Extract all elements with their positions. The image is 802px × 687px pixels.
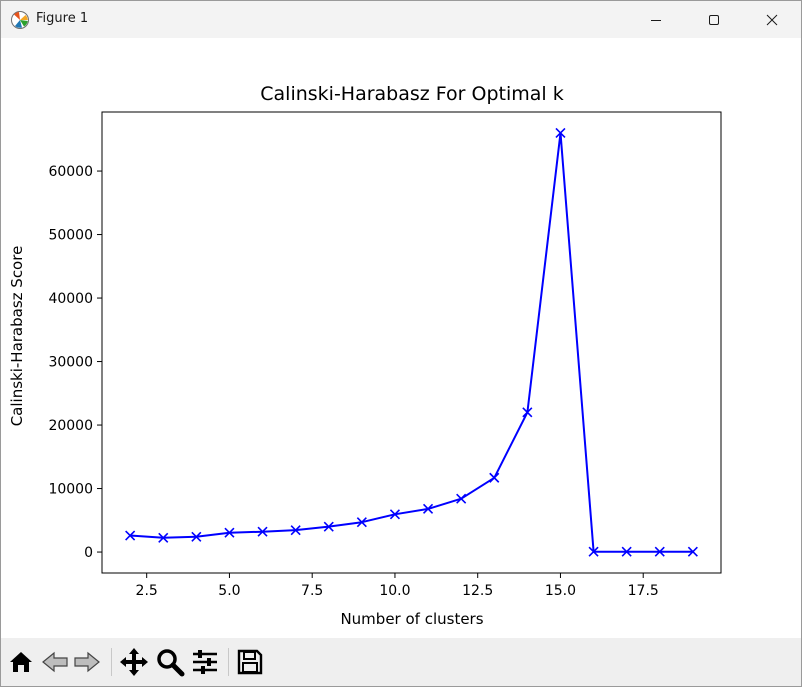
- y-tick-label: 20000: [48, 418, 93, 434]
- title-bar: Figure 1: [1, 1, 801, 38]
- home-button[interactable]: [5, 646, 37, 678]
- data-point-marker: [191, 531, 202, 542]
- data-point-marker: [323, 521, 334, 532]
- x-axis-label: Number of clusters: [340, 610, 483, 628]
- save-icon: [237, 649, 263, 675]
- minimize-icon: [651, 19, 661, 21]
- data-point-marker: [489, 472, 500, 483]
- data-point-marker: [621, 546, 632, 557]
- x-tick-label: 10.0: [379, 583, 410, 599]
- home-icon: [10, 652, 32, 672]
- pan-button[interactable]: [118, 646, 150, 678]
- data-point-marker: [456, 493, 467, 504]
- y-tick-label: 60000: [48, 164, 93, 180]
- x-tick-label: 7.5: [301, 583, 323, 599]
- y-tick-label: 30000: [48, 355, 93, 371]
- navigation-toolbar: [1, 638, 801, 686]
- pan-icon: [120, 648, 148, 676]
- chart-title: Calinski-Harabasz For Optimal k: [260, 83, 564, 105]
- figure-canvas[interactable]: Calinski-Harabasz For Optimal k Number o…: [1, 38, 801, 637]
- forward-button[interactable]: [71, 646, 103, 678]
- back-button[interactable]: [39, 646, 71, 678]
- y-tick-label: 50000: [48, 228, 93, 244]
- matplotlib-logo-icon: [10, 10, 30, 30]
- x-tick-label: 12.5: [462, 583, 493, 599]
- zoom-button[interactable]: [154, 646, 186, 678]
- data-point-marker: [422, 503, 434, 514]
- series: [125, 127, 698, 557]
- y-tick-label: 10000: [48, 482, 93, 498]
- plot-frame: [101, 111, 722, 574]
- forward-arrow-icon: [74, 651, 100, 673]
- close-button[interactable]: [743, 1, 801, 38]
- x-tick-label: 5.0: [218, 583, 240, 599]
- y-axis-label: Calinski-Harabasz Score: [8, 246, 26, 427]
- save-button[interactable]: [234, 646, 266, 678]
- configure-subplots-button[interactable]: [189, 646, 221, 678]
- data-point-marker: [555, 127, 566, 139]
- y-tick-label: 40000: [48, 291, 93, 307]
- x-tick-label: 15.0: [545, 583, 576, 599]
- data-point-marker: [290, 525, 301, 536]
- window-title: Figure 1: [36, 11, 89, 26]
- data-point-marker: [224, 527, 235, 538]
- close-icon: [766, 14, 778, 25]
- ticks: 2.5 5.0 7.5 10.0 12.5 15.0 17.5 0 10000 20000 3000…: [48, 164, 658, 599]
- data-point-marker: [522, 407, 533, 418]
- data-point-marker: [654, 546, 665, 557]
- data-point-marker: [257, 526, 268, 537]
- data-point-marker: [588, 546, 599, 557]
- maximize-icon: [709, 14, 719, 25]
- data-point-marker: [389, 509, 401, 520]
- zoom-icon: [157, 649, 185, 677]
- series-line: [130, 132, 693, 553]
- data-point-marker: [687, 546, 698, 557]
- back-arrow-icon: [42, 651, 68, 673]
- data-point-marker: [158, 532, 169, 543]
- x-tick-label: 17.5: [628, 583, 659, 599]
- y-tick-label: 0: [84, 545, 93, 561]
- maximize-button[interactable]: [685, 1, 743, 38]
- data-point-marker: [125, 530, 136, 541]
- line-chart: Calinski-Harabasz For Optimal k Number o…: [8, 83, 722, 628]
- toolbar-separator: [111, 648, 112, 676]
- x-tick-label: 2.5: [136, 583, 158, 599]
- data-point-marker: [356, 517, 367, 528]
- toolbar-separator: [228, 648, 229, 676]
- minimize-button[interactable]: [627, 1, 685, 38]
- configure-subplots-icon: [193, 650, 217, 674]
